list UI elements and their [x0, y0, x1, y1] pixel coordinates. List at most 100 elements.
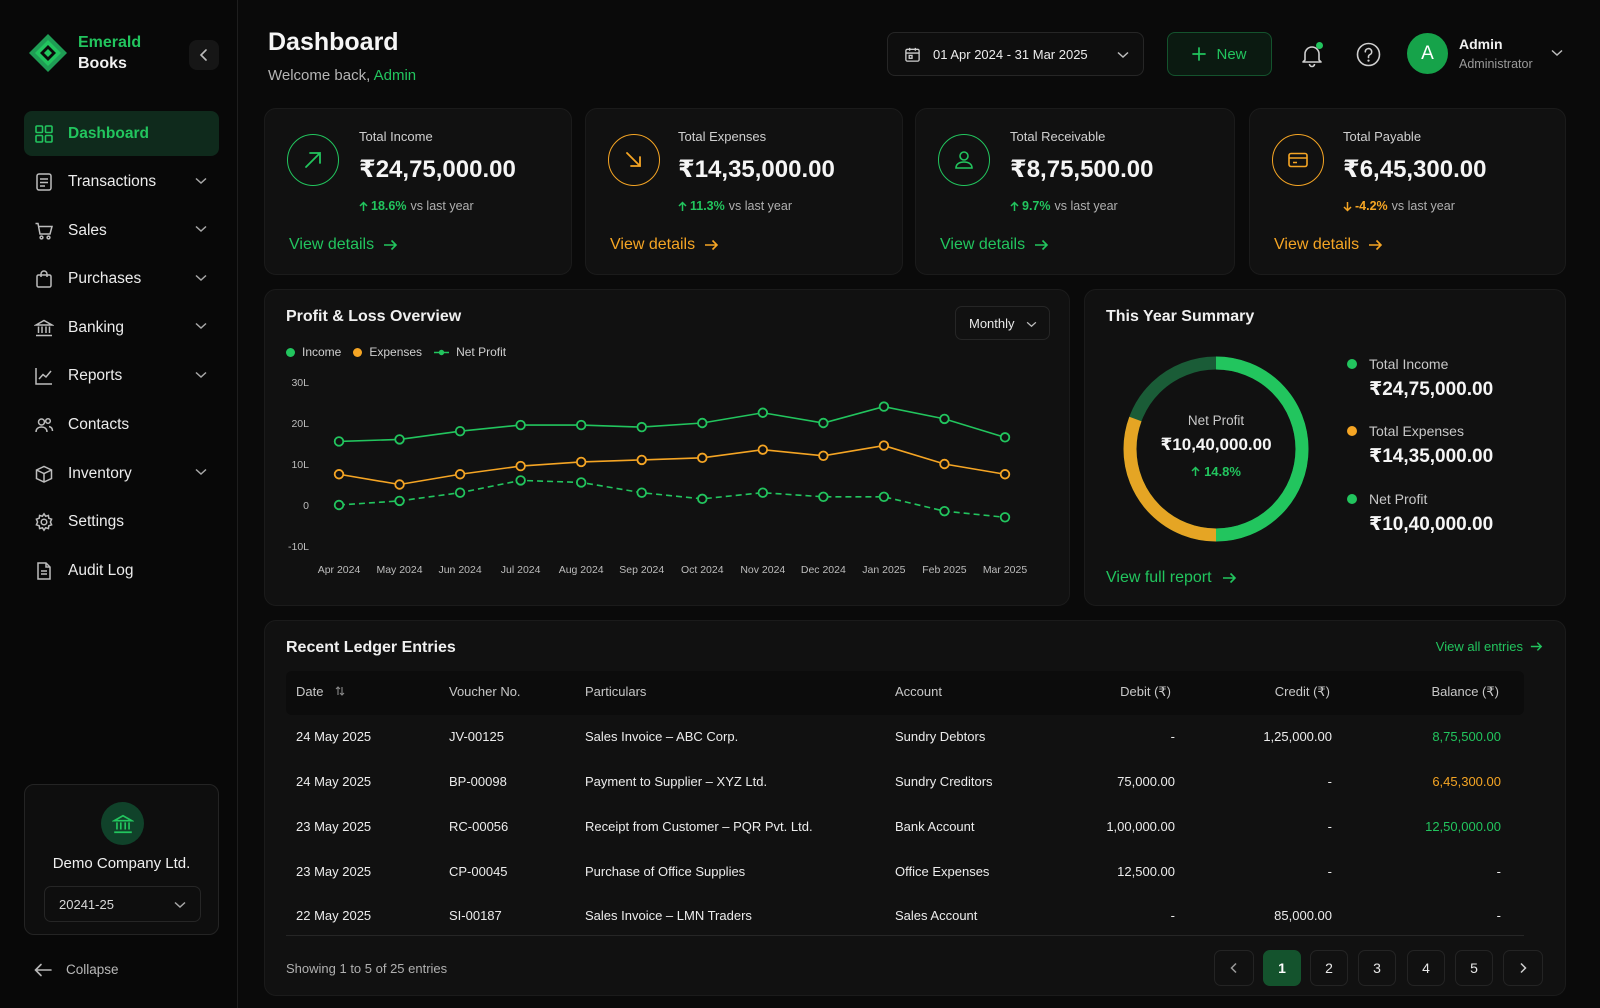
sidebar-item-reports[interactable]: Reports [24, 354, 219, 399]
kpi-icon-ring [1272, 134, 1324, 186]
legend-dot-icon [1347, 359, 1357, 369]
pagination-prev-button[interactable] [1214, 950, 1254, 986]
table-row[interactable]: 23 May 2025 CP-00045 Purchase of Office … [286, 850, 1524, 894]
pagination-page-2[interactable]: 2 [1310, 950, 1348, 986]
column-date[interactable]: Date [296, 684, 345, 699]
x-tick-label: Jul 2024 [501, 564, 541, 576]
cell-balance: 6,45,300.00 [1432, 774, 1501, 789]
document-icon [37, 562, 51, 580]
fiscal-year-select[interactable]: 20241-25 [44, 886, 201, 922]
sidebar-collapse-button[interactable] [189, 40, 219, 70]
help-icon[interactable] [1356, 42, 1381, 67]
sidebar-item-label: Reports [68, 367, 123, 385]
pagination-next-button[interactable] [1503, 950, 1543, 986]
arrow-right-icon [1222, 572, 1236, 584]
new-button[interactable]: New [1167, 32, 1272, 76]
table-header: Date Voucher No. Particulars Account Deb… [286, 671, 1524, 715]
data-point [757, 487, 769, 498]
data-point [394, 479, 405, 490]
table-row[interactable]: 24 May 2025 JV-00125 Sales Invoice – ABC… [286, 715, 1524, 759]
column-debit: Debit (₹) [1120, 684, 1171, 699]
date-range-picker[interactable]: 01 Apr 2024 - 31 Mar 2025 [887, 32, 1144, 76]
view-details-link[interactable]: View details [610, 236, 719, 254]
bag-icon [36, 270, 52, 289]
view-details-link[interactable]: View details [940, 236, 1049, 254]
series-line-income [338, 405, 1006, 443]
y-tick-label: 20L [291, 418, 309, 430]
kpi-value: ₹8,75,500.00 [1010, 156, 1154, 183]
data-point [939, 505, 950, 517]
kpi-title: Total Receivable [1010, 129, 1106, 144]
pagination-page-4[interactable]: 4 [1407, 950, 1445, 986]
view-full-report-label: View full report [1106, 569, 1212, 586]
pagination-page-1[interactable]: 1 [1263, 950, 1301, 986]
users-icon [35, 418, 54, 433]
kpi-delta-value: -4.2% [1355, 199, 1388, 213]
company-name: Demo Company Ltd. [52, 855, 191, 872]
kpi-delta-value: 9.7% [1022, 199, 1051, 213]
summary-item-net-profit: Net Profit ₹10,40,000.00 [1347, 491, 1493, 536]
data-point [697, 417, 708, 429]
cell-debit: - [1170, 729, 1175, 744]
data-point [697, 452, 708, 464]
data-point [454, 487, 466, 498]
kpi-value: ₹14,35,000.00 [678, 156, 835, 183]
donut-center-label: Net Profit [1187, 413, 1245, 428]
donut-center-delta: 14.8% [1121, 464, 1311, 479]
table-divider [286, 935, 1524, 936]
sidebar-item-sales[interactable]: Sales [24, 208, 219, 253]
data-point [697, 493, 708, 505]
cell-account: Office Expenses [895, 864, 990, 879]
bell-icon[interactable] [1299, 42, 1325, 68]
x-tick-label: Oct 2024 [681, 564, 724, 576]
chevron-down-icon[interactable] [1551, 49, 1563, 57]
plus-icon [1192, 47, 1207, 61]
data-point [575, 456, 587, 468]
view-all-entries-link[interactable]: View all entries [1436, 639, 1543, 654]
sidebar-item-dashboard[interactable]: Dashboard [24, 111, 219, 156]
cell-particulars: Payment to Supplier – XYZ Ltd. [585, 774, 768, 789]
brand[interactable]: Emerald Books [28, 32, 141, 74]
data-point [999, 432, 1011, 443]
data-point [515, 475, 526, 486]
view-details-link[interactable]: View details [289, 236, 398, 254]
data-point [636, 487, 647, 498]
table-row[interactable]: 24 May 2025 BP-00098 Payment to Supplier… [286, 760, 1524, 804]
sidebar-item-transactions[interactable]: Transactions [24, 160, 219, 205]
pagination-page-3[interactable]: 3 [1358, 950, 1396, 986]
table-row[interactable]: 23 May 2025 RC-00056 Receipt from Custom… [286, 805, 1524, 849]
summary-item-expenses: Total Expenses ₹14,35,000.00 [1347, 423, 1493, 468]
collapse-sidebar-button[interactable]: Collapse [34, 962, 119, 977]
x-tick-label: Dec 2024 [801, 564, 846, 576]
cell-debit: 1,00,000.00 [1106, 819, 1175, 834]
cell-voucher: CP-00045 [449, 864, 508, 879]
cell-account: Bank Account [895, 819, 975, 834]
sidebar-item-banking[interactable]: Banking [24, 305, 219, 350]
sidebar-item-audit-log[interactable]: Audit Log [24, 548, 219, 593]
period-select[interactable]: Monthly [955, 306, 1050, 340]
fiscal-year-value: 20241-25 [59, 896, 114, 912]
sidebar-item-settings[interactable]: Settings [24, 500, 219, 545]
sidebar-item-contacts[interactable]: Contacts [24, 403, 219, 448]
view-full-report-link[interactable]: View full report [1106, 569, 1237, 587]
data-point [939, 413, 950, 425]
kpi-icon-ring [608, 134, 660, 186]
chevron-down-icon [195, 226, 207, 233]
cell-voucher: BP-00098 [449, 774, 507, 789]
user-role: Administrator [1459, 57, 1533, 71]
profit-loss-title: Profit & Loss Overview [286, 308, 462, 325]
new-button-label: New [1216, 45, 1247, 63]
chart-legend: Income Expenses Net Profit [286, 345, 518, 359]
sidebar-item-inventory[interactable]: Inventory [24, 451, 219, 496]
data-point [636, 421, 647, 433]
table-row[interactable]: 22 May 2025 SI-00187 Sales Invoice – LMN… [286, 894, 1524, 938]
pagination-page-5[interactable]: 5 [1455, 950, 1493, 986]
arrow-up-icon [1191, 466, 1200, 476]
view-details-link[interactable]: View details [1274, 236, 1383, 254]
kpi-title: Total Payable [1343, 129, 1422, 144]
cell-date: 24 May 2025 [296, 729, 372, 744]
sidebar-item-label: Contacts [68, 416, 130, 434]
avatar[interactable]: A [1407, 33, 1448, 74]
sidebar-item-purchases[interactable]: Purchases [24, 257, 219, 302]
bank-icon [34, 319, 54, 337]
